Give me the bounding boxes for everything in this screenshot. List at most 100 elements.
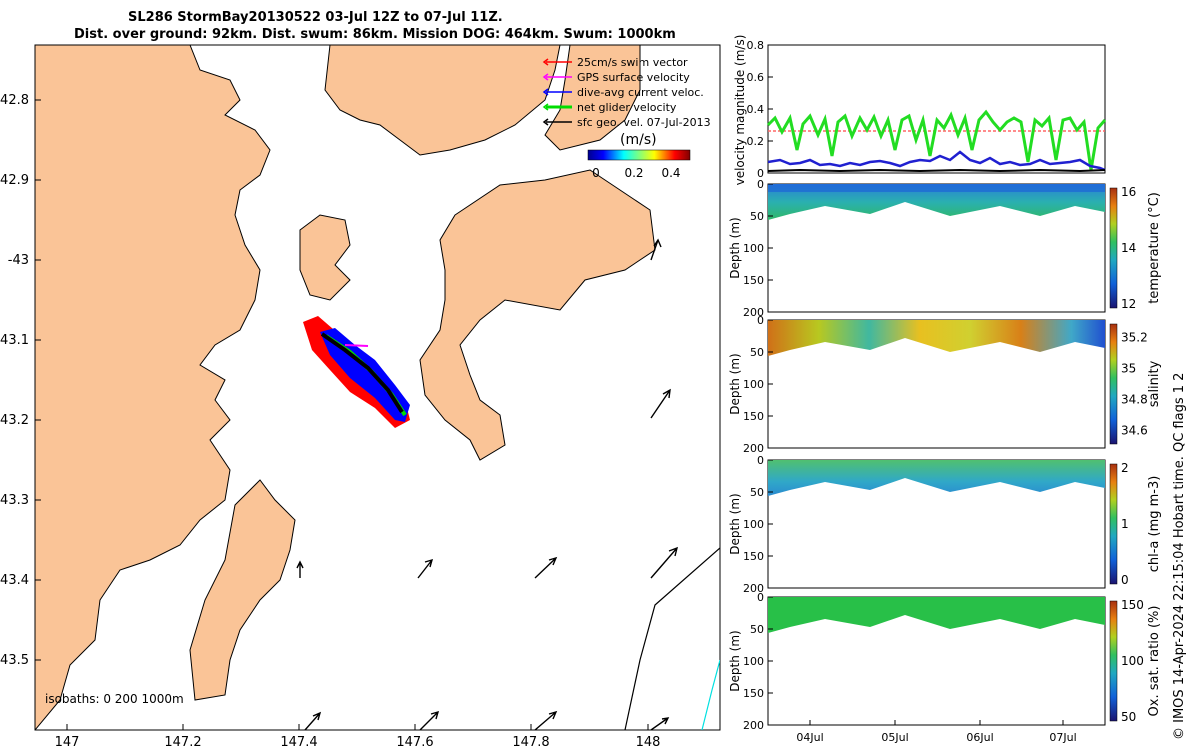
depth-tick-label: 200 <box>743 582 764 595</box>
velocity-tick-label: 0 <box>757 167 764 180</box>
section-label: temperature (°C) <box>1147 192 1162 304</box>
land-west <box>35 45 271 730</box>
section-data-fill <box>768 597 1105 633</box>
lat-tick-label: 43.1 <box>0 333 29 348</box>
section-panel: 0 50 100 150 200 Depth (m) 2 1 0 chl-a (mg m-3) <box>728 454 1162 595</box>
depth-tick-label: 150 <box>743 410 764 423</box>
lat-tick-label: 43.5 <box>0 653 29 668</box>
legend-label: 25cm/s swim vector <box>577 56 688 69</box>
legend-label: dive-avg current veloc. <box>577 86 704 99</box>
plot-title-line2: Dist. over ground: 92km. Dist. swum: 86k… <box>74 27 676 42</box>
lat-tick-label: 42.8 <box>0 93 29 108</box>
depth-tick-label: 200 <box>743 719 764 732</box>
depth-tick-label: 200 <box>743 442 764 455</box>
time-tick-label: 05Jul <box>881 731 908 744</box>
section-data-fill <box>768 460 1105 496</box>
section-data-fill <box>768 320 1105 356</box>
colorbar-tick-label: 35 <box>1121 361 1136 375</box>
depth-tick-label: 50 <box>750 210 764 223</box>
time-tick-label: 07Jul <box>1049 731 1076 744</box>
depth-tick-label: 50 <box>750 486 764 499</box>
depth-ylabel: Depth (m) <box>728 217 742 278</box>
lon-tick-label: 147.8 <box>512 735 549 750</box>
colorbar-tick-label: 150 <box>1121 598 1144 612</box>
lat-tick-label: -43 <box>8 253 29 268</box>
land-south-west <box>189 479 296 701</box>
colorbar-tick-label: 14 <box>1121 241 1136 255</box>
time-axis: 04Jul 05Jul 06Jul 07Jul <box>796 720 1077 744</box>
depth-ylabel: Depth (m) <box>728 630 742 691</box>
legend-label: sfc geo. vel. 07-Jul-2013 <box>577 116 711 129</box>
depth-tick-label: 100 <box>743 242 764 255</box>
lat-tick-label: 42.9 <box>0 173 29 188</box>
dive-avg-current-series <box>767 150 1106 172</box>
depth-tick-label: 100 <box>743 378 764 391</box>
lat-axis: 42.8 42.9 -43 43.1 43.2 43.3 43.4 43.5 <box>0 93 41 668</box>
colorbar-tick-label: 1 <box>1121 517 1129 531</box>
section-colorbar <box>1109 323 1118 445</box>
glider-track <box>303 316 410 428</box>
time-tick-label: 06Jul <box>966 731 993 744</box>
colorbar-tick-label: 12 <box>1121 297 1136 311</box>
isobaths-label: isobaths: 0 200 1000m <box>45 692 184 706</box>
section-data-fill <box>768 184 1105 220</box>
velocity-y-axis: 0 0.2 0.4 0.6 0.8 <box>747 39 773 180</box>
lat-tick-label: 43.2 <box>0 413 29 428</box>
depth-tick-label: 50 <box>750 346 764 359</box>
isobath-1000 <box>701 659 720 730</box>
lon-tick-label: 147.4 <box>280 735 317 750</box>
section-colorbar <box>1109 600 1118 722</box>
speed-colorbar: (m/s) 0 0.2 0.4 <box>587 132 691 180</box>
net-velocity-series <box>766 109 1107 171</box>
legend-label: net glider velocity <box>577 101 677 114</box>
lat-tick-label: 43.4 <box>0 573 29 588</box>
section-panel: 0 50 100 150 200 Depth (m) 16 14 12 temperature (… <box>728 178 1162 319</box>
velocity-ylabel: velocity magnitude (m/s) <box>733 35 747 186</box>
colorbar-tick: 0 <box>592 166 600 180</box>
depth-tick-label: 0 <box>757 591 764 604</box>
depth-tick-label: 50 <box>750 623 764 636</box>
depth-tick-label: 150 <box>743 687 764 700</box>
colorbar-tick: 0.4 <box>661 166 680 180</box>
isobath-200 <box>624 547 720 730</box>
depth-tick-label: 0 <box>757 178 764 191</box>
section-label: Ox. sat. ratio (%) <box>1147 606 1162 717</box>
depth-tick-label: 0 <box>757 454 764 467</box>
lon-tick-label: 148 <box>636 735 661 750</box>
section-label: chl-a (mg m-3) <box>1147 476 1162 573</box>
land-peninsula <box>299 214 351 301</box>
colorbar-tick: 0.2 <box>624 166 643 180</box>
plot-title-line1: SL286 StormBay20130522 03-Jul 12Z to 07-… <box>128 10 503 25</box>
depth-ylabel: Depth (m) <box>728 353 742 414</box>
geostrophic-vectors <box>296 238 679 730</box>
lat-tick-label: 43.3 <box>0 493 29 508</box>
colorbar-tick-label: 100 <box>1121 654 1144 668</box>
depth-tick-label: 0 <box>757 314 764 327</box>
section-colorbar <box>1109 463 1118 585</box>
velocity-panel: 0 0.2 0.4 0.6 0.8 velocity magnitude (m/s) <box>733 35 1107 186</box>
velocity-tick-label: 0.8 <box>747 39 765 52</box>
velocity-tick-label: 0.4 <box>747 103 765 116</box>
imos-credit: © IMOS 14-Apr-2024 22:15:04 Hobart time.… <box>1172 372 1187 740</box>
velocity-tick-label: 0.2 <box>747 135 765 148</box>
land-north-east <box>544 45 641 151</box>
colorbar-tick-label: 16 <box>1121 185 1136 199</box>
map-panel: 42.8 42.9 -43 43.1 43.2 43.3 43.4 43.5 147 147.2… <box>0 44 721 750</box>
colorbar-tick-label: 2 <box>1121 461 1129 475</box>
section-colorbar <box>1109 187 1118 309</box>
speed-colorbar-unit: (m/s) <box>620 132 657 148</box>
colorbar-tick-label: 0 <box>1121 573 1129 587</box>
colorbar-tick-label: 35.2 <box>1121 330 1148 344</box>
lon-tick-label: 147.2 <box>164 735 201 750</box>
section-panel: 0 50 100 150 200 Depth (m) 35.2 35 34.8 34.6 salin… <box>728 314 1162 455</box>
land-east <box>419 169 656 461</box>
colorbar-tick-label: 34.8 <box>1121 393 1148 407</box>
section-label: salinity <box>1147 360 1162 407</box>
map-legend: 25cm/s swim vector GPS surface velocity di… <box>542 56 711 129</box>
depth-tick-label: 150 <box>743 550 764 563</box>
lon-tick-label: 147 <box>55 735 80 750</box>
colorbar-tick-label: 50 <box>1121 710 1136 724</box>
gps-velocity-series <box>767 168 1106 173</box>
